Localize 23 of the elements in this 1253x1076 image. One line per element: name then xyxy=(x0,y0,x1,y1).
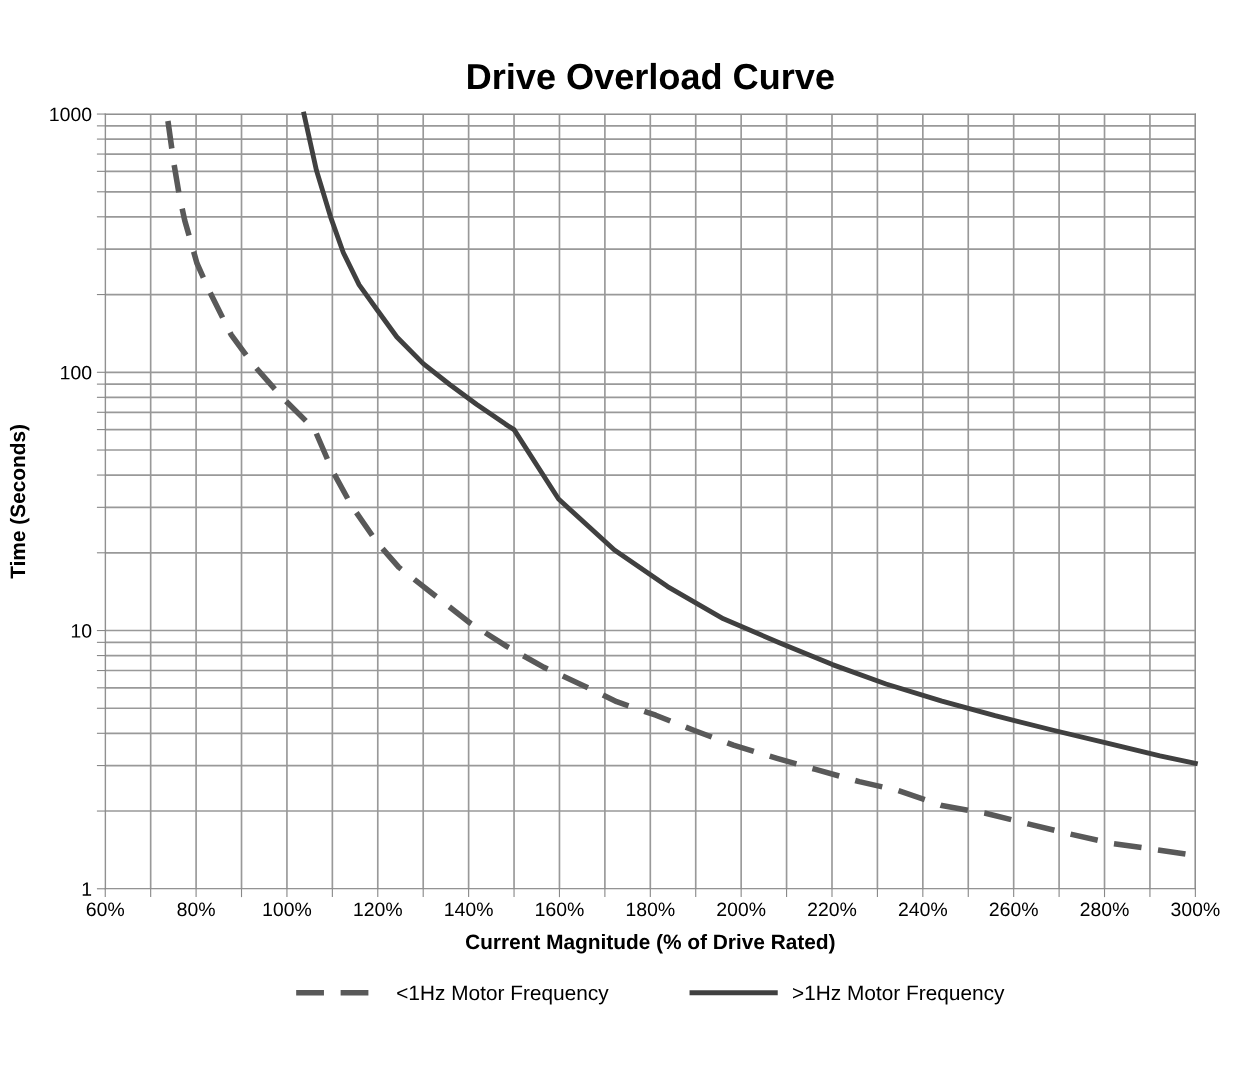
y-tick-label: 10 xyxy=(71,624,92,638)
x-tick-label: 260% xyxy=(989,902,1038,917)
x-tick-label: 220% xyxy=(808,902,857,917)
x-tick-label: 200% xyxy=(717,902,766,917)
x-tick-label: 100% xyxy=(263,902,312,917)
x-tick-label: 60% xyxy=(86,902,125,917)
x-tick-label: 180% xyxy=(626,902,675,917)
y-tick-label: 100 xyxy=(61,365,92,380)
x-tick-label: 140% xyxy=(445,902,493,917)
legend-label: >1Hz Motor Frequency xyxy=(793,985,1005,1005)
x-tick-label: 280% xyxy=(1080,902,1129,917)
x-tick-label: 80% xyxy=(177,902,215,917)
line-series xyxy=(301,111,1198,766)
x-tick-label: 160% xyxy=(536,902,584,917)
x-axis-title: Current Magnitude (% of Drive Rated) xyxy=(465,933,835,954)
chart-title: Drive Overload Curve xyxy=(468,62,834,90)
y-axis-title: Time (Seconds) xyxy=(9,425,30,579)
x-tick-label: 240% xyxy=(898,902,948,917)
legend-label: <1Hz Motor Frequency xyxy=(397,985,609,1005)
y-tick-label: 1000 xyxy=(50,107,92,122)
x-tick-label: 300% xyxy=(1171,902,1220,917)
y-tick-label: 1 xyxy=(82,882,92,896)
x-tick-label: 120% xyxy=(354,902,402,917)
